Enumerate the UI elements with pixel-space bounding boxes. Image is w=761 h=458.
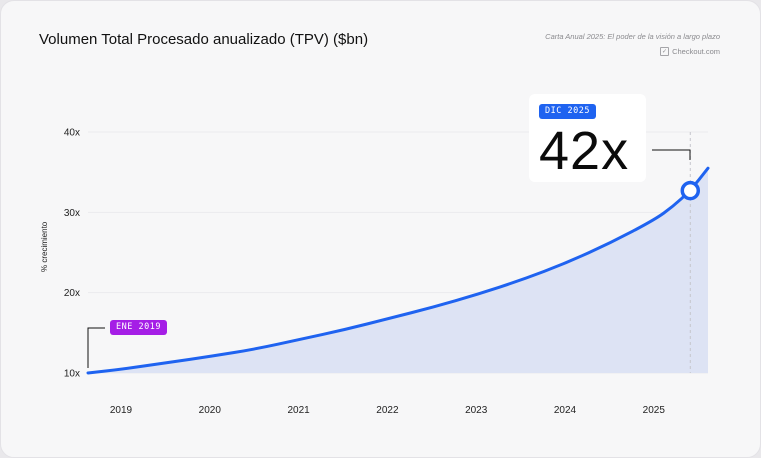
area-fill <box>88 168 708 373</box>
x-tick-label: 2019 <box>110 405 133 416</box>
start-date-tag: ENE 2019 <box>110 320 167 335</box>
x-tick-label: 2021 <box>287 405 310 416</box>
x-tick-label: 2023 <box>465 405 488 416</box>
x-tick-label: 2024 <box>554 405 577 416</box>
x-axis-ticks: 2019 2020 2021 2022 2023 2024 2025 <box>110 405 665 416</box>
end-callout: DIC 2025 42x <box>529 94 646 182</box>
checkout-logo-icon: ✓ <box>660 46 670 56</box>
x-tick-label: 2022 <box>376 405 399 416</box>
source-caption: Carta Anual 2025: El poder de la visión … <box>545 32 720 41</box>
end-point-marker <box>680 180 701 201</box>
growth-value: 42x <box>539 121 630 181</box>
chart-title: Volumen Total Procesado anualizado (TPV)… <box>39 31 369 48</box>
y-tick-label: 30x <box>64 208 80 219</box>
x-tick-label: 2025 <box>643 405 666 416</box>
y-tick-label: 40x <box>64 128 80 139</box>
y-tick-label: 20x <box>64 288 80 299</box>
brand-name: Checkout.com <box>672 46 720 56</box>
y-axis-label: % crecimiento <box>40 221 49 272</box>
y-axis-ticks: 10x 20x 30x 40x <box>64 128 80 380</box>
start-callout-leader <box>87 327 105 368</box>
y-tick-label: 10x <box>64 369 80 380</box>
end-date-tag: DIC 2025 <box>539 104 596 119</box>
x-tick-label: 2020 <box>199 405 222 416</box>
end-callout-leader <box>652 149 691 160</box>
brand-logo: ✓ Checkout.com <box>660 45 720 57</box>
series-line <box>86 166 710 375</box>
